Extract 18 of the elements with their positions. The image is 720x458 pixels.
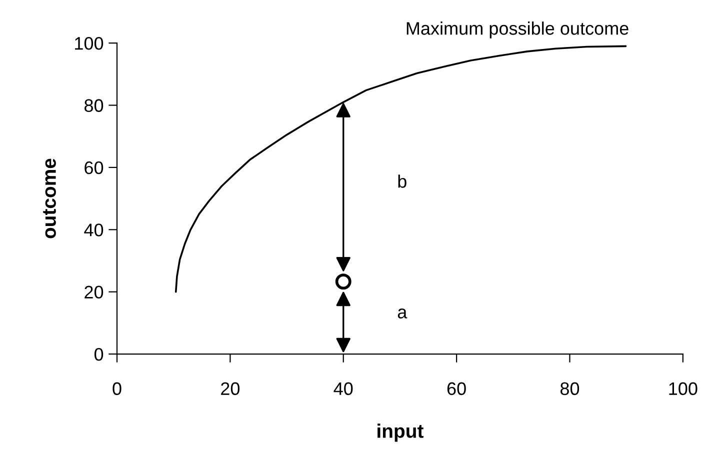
line-series (174, 45, 627, 293)
x-tick-label: 20 (221, 382, 240, 396)
x-tick-label: 0 (112, 382, 122, 396)
y-tick-label: 20 (84, 286, 104, 299)
x-axis-title: input (378, 424, 424, 442)
y-axis-title: outcome (43, 158, 56, 238)
y-tick-label: 100 (75, 36, 104, 50)
y-tick-label: 0 (94, 348, 104, 361)
y-tick-label: 80 (84, 99, 104, 112)
x-tick-label: 40 (334, 382, 353, 396)
annotation: b (398, 174, 406, 188)
y-tick-label: 60 (84, 161, 104, 174)
y-tick-label: 40 (84, 224, 104, 236)
x-tick-label: 60 (447, 382, 466, 396)
annotation: a (398, 308, 408, 318)
text: Maximum possible outcome (406, 22, 628, 38)
x-tick-label: 100 (669, 382, 698, 396)
x-tick-label: 80 (560, 382, 580, 396)
